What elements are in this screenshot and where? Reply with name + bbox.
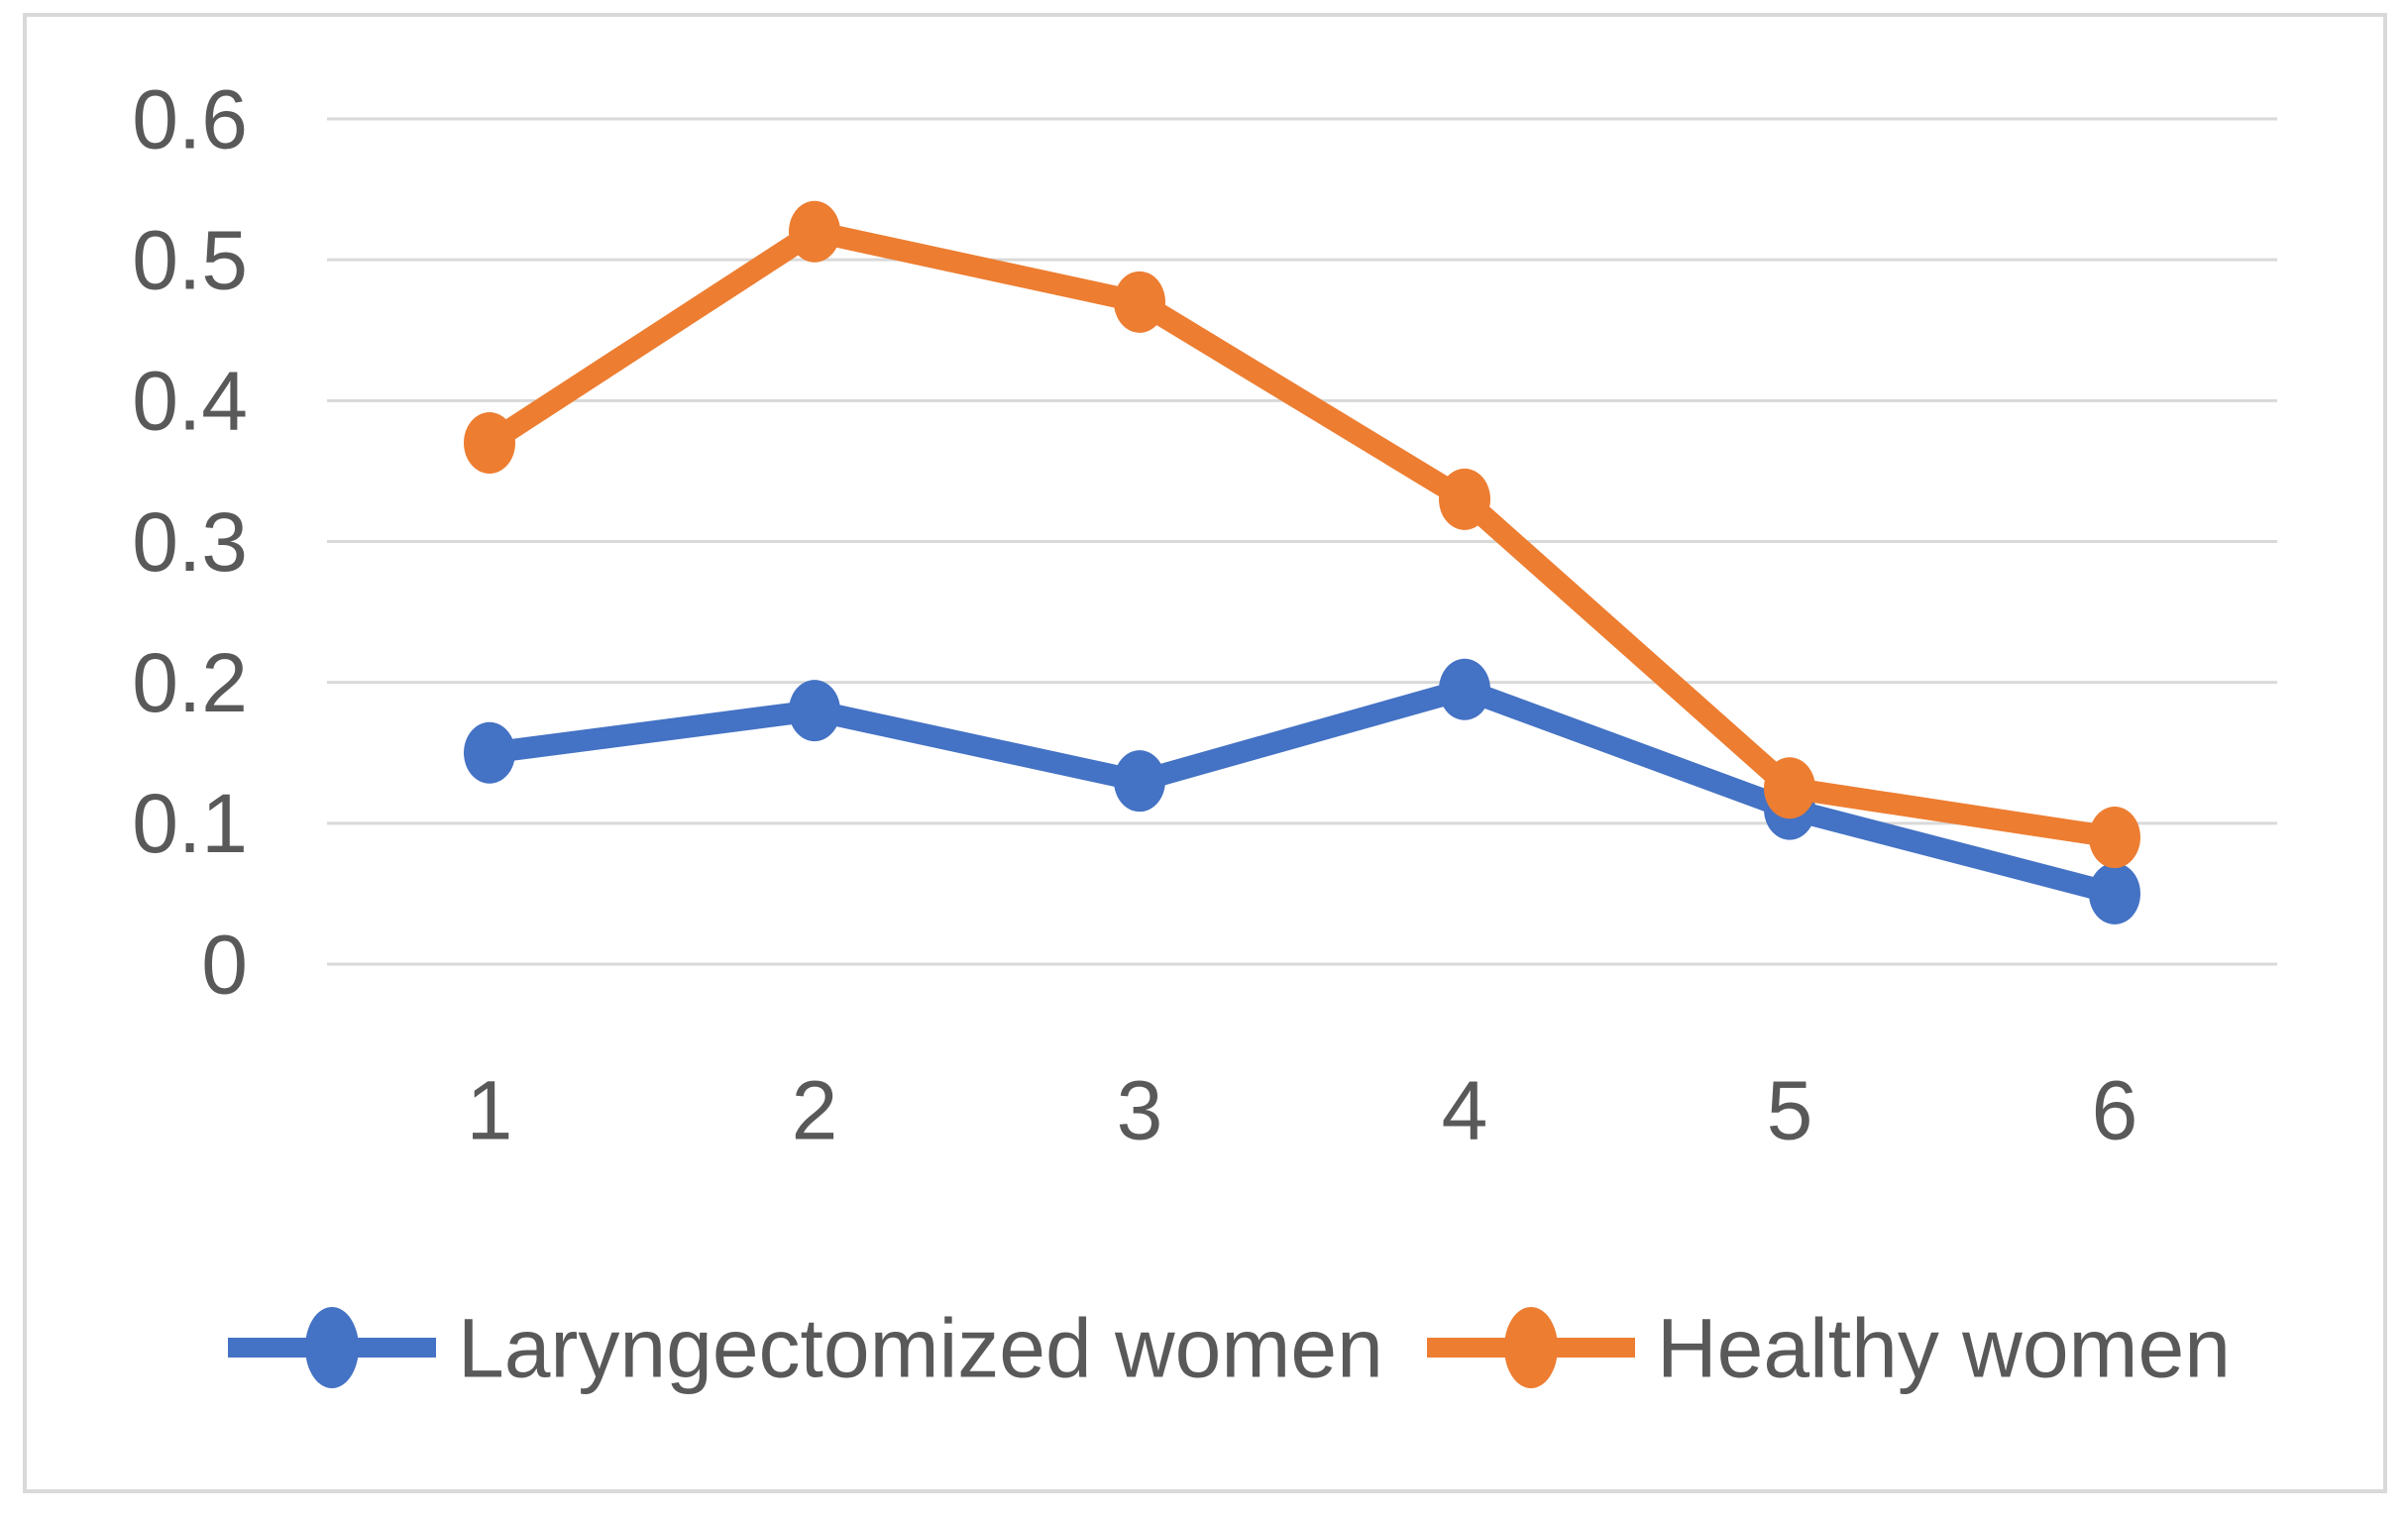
data-point-laryngectomized-women [2089, 862, 2140, 925]
x-tick-label: 6 [2092, 1063, 2138, 1156]
data-point-laryngectomized-women [789, 680, 840, 742]
data-point-laryngectomized-women [1439, 658, 1490, 720]
y-tick-label: 0 [201, 918, 248, 1011]
series-line-laryngectomized-women [479, 678, 2126, 905]
data-point-healthy-women [464, 411, 515, 474]
x-tick-label: 4 [1442, 1063, 1488, 1156]
y-tick-label: 0.1 [132, 777, 248, 870]
data-point-healthy-women [2089, 807, 2140, 869]
series-line-healthy-women [479, 220, 2126, 849]
chart-border [23, 13, 2387, 1493]
data-point-healthy-women [1439, 468, 1490, 530]
x-tick-label: 5 [1767, 1063, 1813, 1156]
data-point-healthy-women [1764, 757, 1815, 819]
y-tick-label: 0.3 [132, 495, 248, 589]
y-tick-label: 0.6 [132, 72, 248, 165]
legend-marker-laryngectomized-women [305, 1307, 359, 1388]
y-tick-label: 0.5 [132, 214, 248, 307]
x-tick-label: 2 [792, 1063, 838, 1156]
x-tick-label: 1 [467, 1063, 513, 1156]
y-tick-label: 0.2 [132, 636, 248, 729]
data-point-laryngectomized-women [1114, 750, 1165, 813]
legend-marker-healthy-women [1504, 1307, 1558, 1388]
legend-label-healthy-women: Healthy women [1657, 1301, 2231, 1394]
data-point-healthy-women [789, 200, 840, 263]
data-point-laryngectomized-women [464, 721, 515, 784]
x-tick-label: 3 [1117, 1063, 1163, 1156]
data-point-healthy-women [1114, 271, 1165, 333]
legend-label-laryngectomized-women: Laryngectomized women [458, 1301, 1383, 1394]
y-tick-label: 0.4 [132, 355, 248, 448]
